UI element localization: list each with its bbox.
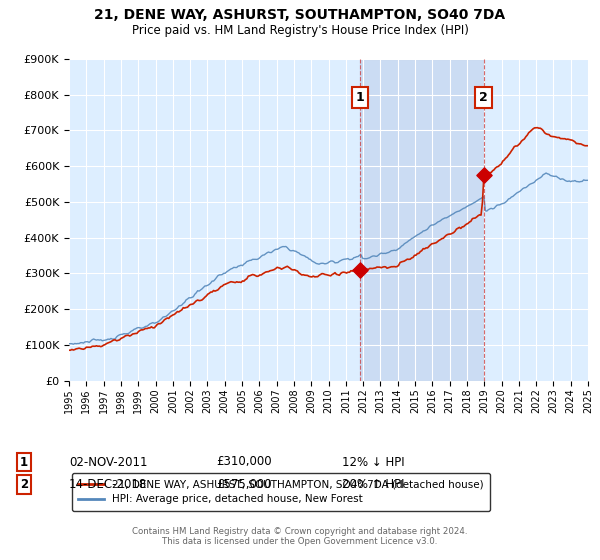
Legend: 21, DENE WAY, ASHURST, SOUTHAMPTON, SO40 7DA (detached house), HPI: Average pric: 21, DENE WAY, ASHURST, SOUTHAMPTON, SO40… xyxy=(71,473,490,511)
Bar xyxy=(361,59,484,381)
Text: 2: 2 xyxy=(20,478,28,491)
Point xyxy=(356,265,365,274)
Text: 12% ↓ HPI: 12% ↓ HPI xyxy=(342,455,404,469)
Text: 20% ↑ HPI: 20% ↑ HPI xyxy=(342,478,404,491)
Text: Contains HM Land Registry data © Crown copyright and database right 2024.
This d: Contains HM Land Registry data © Crown c… xyxy=(132,526,468,546)
Text: 1: 1 xyxy=(356,91,365,104)
Text: 14-DEC-2018: 14-DEC-2018 xyxy=(69,478,147,491)
Text: 1: 1 xyxy=(20,455,28,469)
Text: £575,000: £575,000 xyxy=(216,478,272,491)
Text: £310,000: £310,000 xyxy=(216,455,272,469)
Text: 2: 2 xyxy=(479,91,488,104)
Text: Price paid vs. HM Land Registry's House Price Index (HPI): Price paid vs. HM Land Registry's House … xyxy=(131,24,469,36)
Text: 21, DENE WAY, ASHURST, SOUTHAMPTON, SO40 7DA: 21, DENE WAY, ASHURST, SOUTHAMPTON, SO40… xyxy=(94,8,506,22)
Text: 02-NOV-2011: 02-NOV-2011 xyxy=(69,455,148,469)
Point xyxy=(479,171,488,180)
